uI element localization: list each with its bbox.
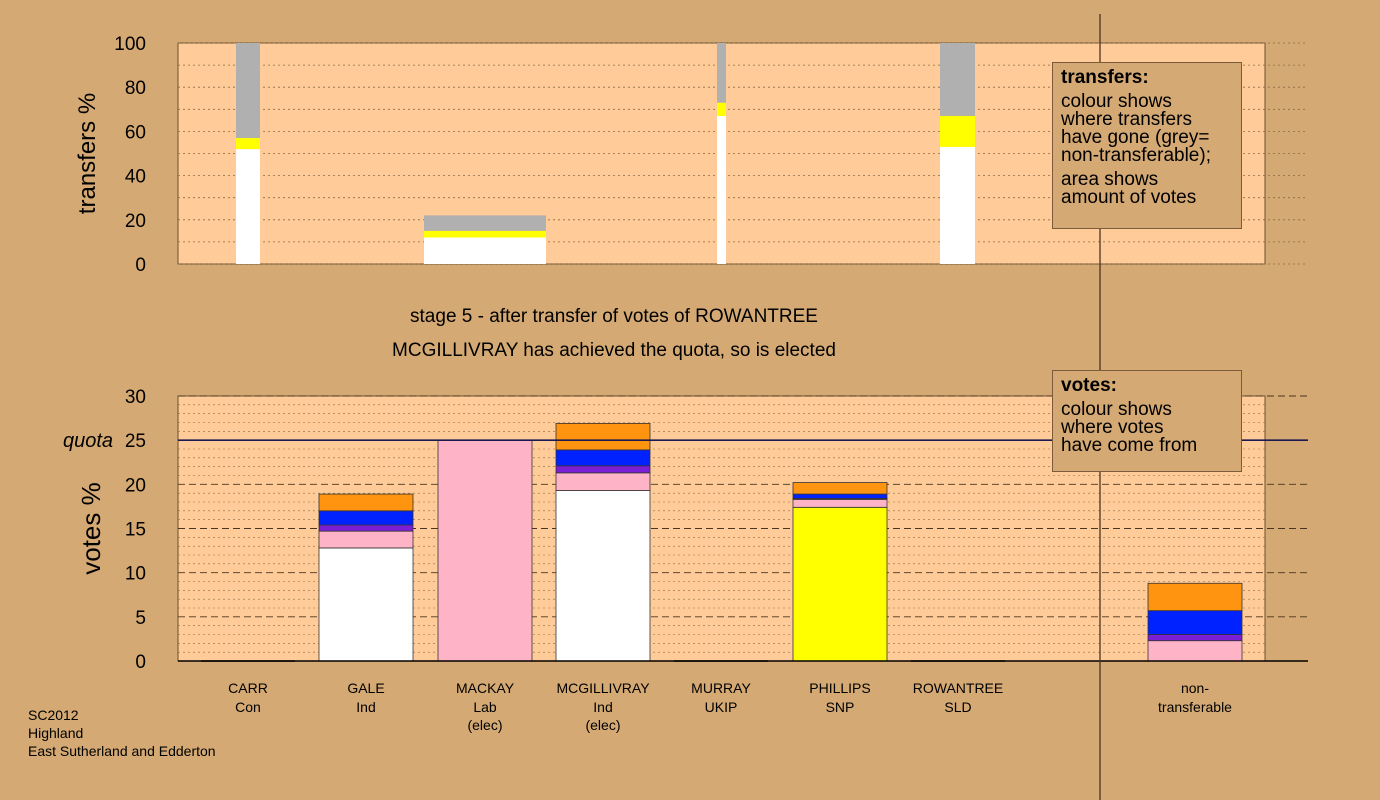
transfers-legend-title: transfers: [1061,67,1149,88]
candidate-party-label: SLD [944,699,971,715]
candidate-name-label: CARR [228,680,268,696]
candidate-name-label: GALE [347,680,384,696]
vote-bar-segment [555,490,651,662]
vote-bar-segment [555,422,651,451]
transfers-tick-label: 0 [135,255,146,276]
votes-axis-title: votes % [76,482,106,575]
candidate-party-label: UKIP [705,699,738,715]
candidate-name-label: MCGILLIVRAY [556,680,650,696]
transfers-legend-area-text: area shows amount of votes [1061,169,1197,208]
footer-ward: East Sutherland and Edderton [28,743,216,759]
candidate-elected-label: (elec) [585,717,620,733]
transfer-bar-segment [424,237,546,264]
candidate-name-label: MURRAY [691,680,751,696]
votes-tick-label: 20 [125,475,146,496]
vote-bar-segment [1147,582,1243,612]
transfer-bar-segment [717,102,726,116]
vote-bar-segment [792,493,888,499]
transfers-tick-label: 60 [125,122,146,143]
status-caption: MCGILLIVRAY has achieved the quota, so i… [392,340,836,361]
candidate-name-label: PHILLIPS [809,680,870,696]
candidate-name-label: ROWANTREE [913,680,1003,696]
transfer-bar-segment [940,115,975,147]
candidate-party-label: SNP [826,699,855,715]
transfer-bar-segment [717,43,726,103]
transfer-bar-segment [424,215,546,231]
transfers-tick-label: 80 [125,78,146,99]
candidate-party-label: Ind [356,699,375,715]
vote-bar-segment [318,510,414,526]
votes-tick-label: 5 [135,608,146,629]
transfers-axis-title: transfers % [74,93,101,214]
vote-bar-segment [1147,610,1243,635]
vote-bar-segment [792,482,888,495]
transfer-bar-segment [236,43,260,139]
vote-bar-segment [1147,640,1243,662]
transfers-tick-label: 40 [125,167,146,188]
vote-bar-segment [318,493,414,512]
votes-tick-label: 0 [135,652,146,673]
transfer-bar-segment [236,138,260,150]
transfers-legend: transfers: colour shows where transfers … [1052,62,1242,229]
vote-bar-segment [1147,634,1243,642]
footer-council: Highland [28,725,84,741]
vote-bar-segment [792,506,888,662]
vote-bar-segment [555,465,651,474]
transfer-bar-segment [424,230,546,238]
vote-bar-segment [792,498,888,508]
votes-tick-label: 15 [125,520,146,541]
candidate-elected-label: (elec) [467,717,502,733]
stage-caption: stage 5 - after transfer of votes of ROW… [410,306,818,327]
transfers-legend-text: colour shows where transfers have gone (… [1061,91,1211,166]
candidate-party-label: Ind [593,699,612,715]
votes-legend-title: votes: [1061,375,1117,396]
vote-bar-segment [318,524,414,532]
footer-info: SC2012 Highland East Sutherland and Edde… [28,706,216,760]
transfers-tick-label: 20 [125,211,146,232]
candidate-name-label: non- [1181,680,1209,696]
votes-legend-text: colour shows where votes have come from [1061,399,1198,456]
footer-code: SC2012 [28,707,79,723]
candidate-name-label: MACKAY [456,680,515,696]
quota-label: quota [63,430,113,452]
vote-bar-segment [318,547,414,662]
candidate-party-label: Lab [473,699,497,715]
transfer-bar-segment [940,146,975,264]
vote-bar-segment [437,439,533,662]
transfer-bar-segment [236,149,260,264]
candidate-party-label: transferable [1158,699,1232,715]
votes-tick-label: 10 [125,564,146,585]
candidate-party-label: Con [235,699,261,715]
vote-bar-segment [555,449,651,467]
vote-bar-segment [318,530,414,549]
transfer-bar-segment [717,115,726,265]
votes-tick-label: 30 [125,387,146,408]
transfer-bar-segment [940,43,975,116]
transfers-tick-label: 100 [114,34,146,55]
votes-legend: votes: colour shows where votes have com… [1052,370,1242,472]
vote-bar-segment [555,472,651,491]
votes-tick-label: 25 [125,431,146,452]
